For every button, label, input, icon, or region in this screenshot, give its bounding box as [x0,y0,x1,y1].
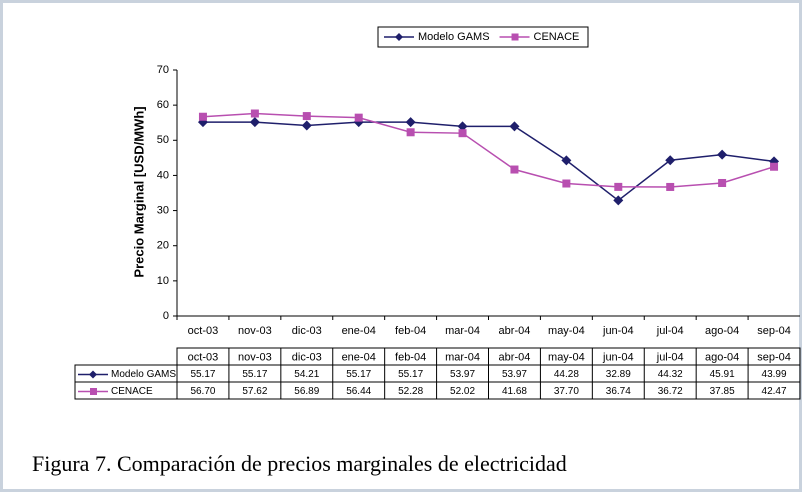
legend-marker [511,33,519,41]
data-point [666,182,675,191]
y-tick-label: 0 [163,310,169,322]
y-tick-label: 20 [157,240,169,252]
data-point [665,155,676,166]
table-cell: 56.44 [346,386,371,397]
table-row-label: Modelo GAMS [111,369,176,380]
table-cell: 55.17 [346,369,371,380]
table-cell: 53.97 [450,369,475,380]
x-tick-label: nov-03 [238,325,272,337]
table-cell: 55.17 [242,369,267,380]
table-cell: 36.74 [606,386,631,397]
table-cell: 55.17 [398,369,423,380]
table-header: oct-03 [188,351,219,363]
table-header: mar-04 [445,351,480,363]
data-point [249,117,260,128]
x-tick-label: ene-04 [342,325,376,337]
table-cell: 32.89 [606,369,631,380]
x-tick-label: abr-04 [499,325,531,337]
data-point [614,182,623,191]
x-tick-label: feb-04 [395,325,426,337]
table-header: jun-04 [602,351,634,363]
y-tick-label: 10 [157,275,169,287]
x-tick-label: oct-03 [188,325,219,337]
x-tick-label: may-04 [548,325,585,337]
table-cell: 43.99 [762,369,787,380]
table-cell: 37.70 [554,386,579,397]
legend-marker [395,33,403,41]
data-point [301,120,312,131]
table-cell: 42.47 [762,386,787,397]
table-cell: 54.21 [294,369,319,380]
table-header: abr-04 [499,351,531,363]
series-line [202,121,775,202]
data-point [562,179,571,188]
table-cell: 52.28 [398,386,423,397]
data-point [510,165,519,174]
table-header: feb-04 [395,351,426,363]
table-cell: 52.02 [450,386,475,397]
x-tick-label: jun-04 [602,325,634,337]
legend-box [377,26,589,48]
table-row-label: CENACE [111,386,153,397]
series-line [202,112,775,188]
data-point [198,112,207,121]
x-tick-label: jul-04 [656,325,684,337]
x-tick-label: sep-04 [757,325,791,337]
data-point [717,149,728,160]
data-point [509,121,520,132]
data-point [770,162,779,171]
data-point [250,109,259,118]
table-header: jul-04 [656,351,684,363]
table-cell: 36.72 [658,386,683,397]
y-tick-label: 70 [157,64,169,76]
table-cell: 41.68 [502,386,527,397]
y-axis-label: Precio Marginal [USD/MWh] [131,106,146,277]
table-header: sep-04 [757,351,791,363]
table-header: ene-04 [342,351,376,363]
data-point [458,129,467,138]
table-cell: 53.97 [502,369,527,380]
table-cell: 45.91 [710,369,735,380]
data-point [405,117,416,128]
table-header: ago-04 [705,351,739,363]
data-point [457,121,468,132]
data-point [302,112,311,121]
caption: Figura 7. Comparación de precios margina… [32,451,567,476]
x-tick-label: dic-03 [292,325,322,337]
legend-label: CENACE [534,31,580,43]
panel [3,3,799,489]
table-cell: 55.17 [190,369,215,380]
table-cell: 57.62 [242,386,267,397]
table-cell: 44.32 [658,369,683,380]
table-header: dic-03 [292,351,322,363]
data-point [406,128,415,137]
y-tick-label: 30 [157,204,169,216]
y-tick-label: 60 [157,99,169,111]
table-header: nov-03 [238,351,272,363]
table-key-marker [90,388,97,395]
table-cell: 56.89 [294,386,319,397]
y-tick-label: 40 [157,169,169,181]
table-cell: 44.28 [554,369,579,380]
data-point [561,155,572,166]
table-key-marker [89,370,97,379]
data-point [354,113,363,122]
legend-label: Modelo GAMS [418,31,490,43]
table-cell: 56.70 [190,386,215,397]
table-cell: 37.85 [710,386,735,397]
x-tick-label: ago-04 [705,325,739,337]
x-tick-label: mar-04 [445,325,480,337]
y-tick-label: 50 [157,134,169,146]
table-header: may-04 [548,351,585,363]
data-point [613,195,624,206]
data-point [718,178,727,187]
